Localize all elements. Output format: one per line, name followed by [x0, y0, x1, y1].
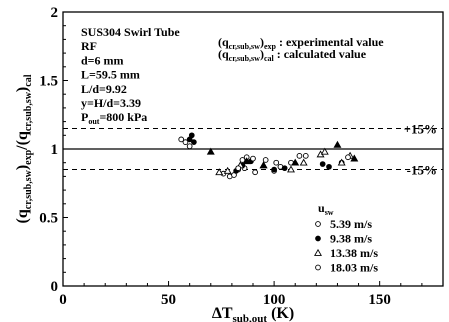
text-span: =800 kPa [99, 110, 147, 124]
data-point [223, 166, 232, 174]
condition-line: y=H/d=3.39 [81, 96, 141, 110]
axis-ticks: 0 50 100 150 0 0.5 1 1.5 2 [39, 5, 423, 308]
legend-entry: 9.38 m/s [330, 232, 372, 246]
x-tick-label: 150 [368, 292, 391, 308]
y-tick-label: 0 [51, 279, 59, 295]
condition-line: SUS304 Swirl Tube [81, 25, 180, 39]
data-point [345, 154, 351, 161]
text-span: cr,sub,sw [229, 54, 260, 63]
y-tick-label: 0.5 [39, 211, 58, 227]
tolerance-label: +15% [404, 121, 437, 136]
text-span: ) [14, 165, 31, 170]
text-span: cal [264, 54, 275, 63]
text-span: L=59.5 mm [81, 68, 140, 82]
condition-line: d=6 mm [81, 53, 124, 67]
condition-line: RF [81, 39, 97, 53]
legend-entry: 18.03 m/s [330, 261, 378, 275]
text-span: out [88, 117, 99, 126]
text-span: ) [260, 35, 264, 49]
data-point [259, 161, 268, 169]
data-point [273, 159, 280, 166]
text-span: /(q [14, 131, 31, 151]
text-span: L/d=9.92 [81, 82, 127, 96]
text-span: SUS304 Swirl Tube [81, 25, 180, 39]
data-point [291, 158, 300, 166]
text-span: (K) [267, 305, 294, 322]
text-span: ) [260, 47, 264, 61]
text-span: (q [218, 47, 229, 61]
data-point [215, 168, 224, 176]
legend-entry: 13.38 m/s [330, 246, 378, 260]
data-point [319, 161, 326, 167]
data-point [191, 139, 197, 146]
text-span: (q [14, 209, 31, 223]
data-point [188, 132, 195, 139]
text-span: RF [81, 39, 97, 53]
data-point [262, 157, 269, 163]
x-tick-label: 0 [59, 292, 67, 308]
text-span: ) [14, 87, 31, 92]
data-point [320, 147, 329, 155]
text-span: exp [23, 149, 34, 164]
text-span: u [318, 201, 325, 215]
data-point [333, 140, 342, 148]
definition-line: (qcr,sub,sw)cal : calculated value [218, 47, 367, 63]
data-point [252, 169, 258, 176]
text-span: cr,sub,sw [23, 91, 34, 131]
data-point [337, 158, 346, 166]
data-point [250, 155, 256, 162]
text-span: : experimental value [276, 35, 384, 49]
data-point [239, 157, 246, 163]
text-span: cal [23, 74, 34, 86]
data-point [235, 165, 242, 172]
text-span: ΔT [212, 305, 233, 322]
text-span: cr,sub,sw [23, 169, 34, 209]
data-point [299, 158, 308, 166]
legend-marker [315, 221, 321, 227]
tolerance-label: -15% [407, 163, 437, 178]
data-point [206, 147, 215, 155]
data-point [271, 166, 277, 173]
text-span: : calculated value [274, 47, 367, 61]
text-span: cr,sub,sw [229, 42, 260, 51]
x-tick-label: 50 [161, 292, 176, 308]
x-tick-label: 100 [263, 292, 286, 308]
condition-line: Pout=800 kPa [81, 110, 147, 126]
legend-marker [315, 235, 321, 242]
y-tick-label: 2 [51, 5, 59, 21]
legend-entry: 5.39 m/s [330, 217, 372, 231]
legend-marker [315, 264, 321, 271]
data-point [302, 153, 309, 159]
definition-line: (qcr,sub,sw)exp : experimental value [218, 35, 384, 51]
legend-marker [314, 248, 322, 256]
data-point [182, 139, 189, 146]
data-point [287, 165, 295, 173]
legend-title: usw [318, 201, 334, 217]
text-span: exp [264, 42, 277, 51]
y-tick-label: 1 [51, 142, 59, 158]
data-point [186, 143, 193, 150]
data-point [326, 163, 332, 170]
data-point [281, 165, 288, 172]
text-span: sub,out [233, 313, 268, 322]
data-point [350, 154, 359, 162]
condition-line: L/d=9.92 [81, 82, 127, 96]
y-axis-label: (qcr,sub,sw)exp/(qcr,sub,sw)cal [14, 74, 34, 223]
text-span: P [81, 110, 88, 124]
data-markers [178, 132, 359, 180]
text-span: (q [218, 35, 229, 49]
text-span: d=6 mm [81, 53, 124, 67]
text-span: y=H/d=3.39 [81, 96, 141, 110]
x-axis-label: ΔTsub,out (K) [212, 305, 294, 322]
reference-lines: +15% -15% [63, 121, 443, 178]
data-point [242, 157, 251, 165]
y-tick-label: 1.5 [39, 74, 58, 90]
text-span: sw [325, 208, 334, 217]
data-point [178, 136, 185, 143]
data-point [296, 153, 303, 159]
condition-line: L=59.5 mm [81, 68, 140, 82]
